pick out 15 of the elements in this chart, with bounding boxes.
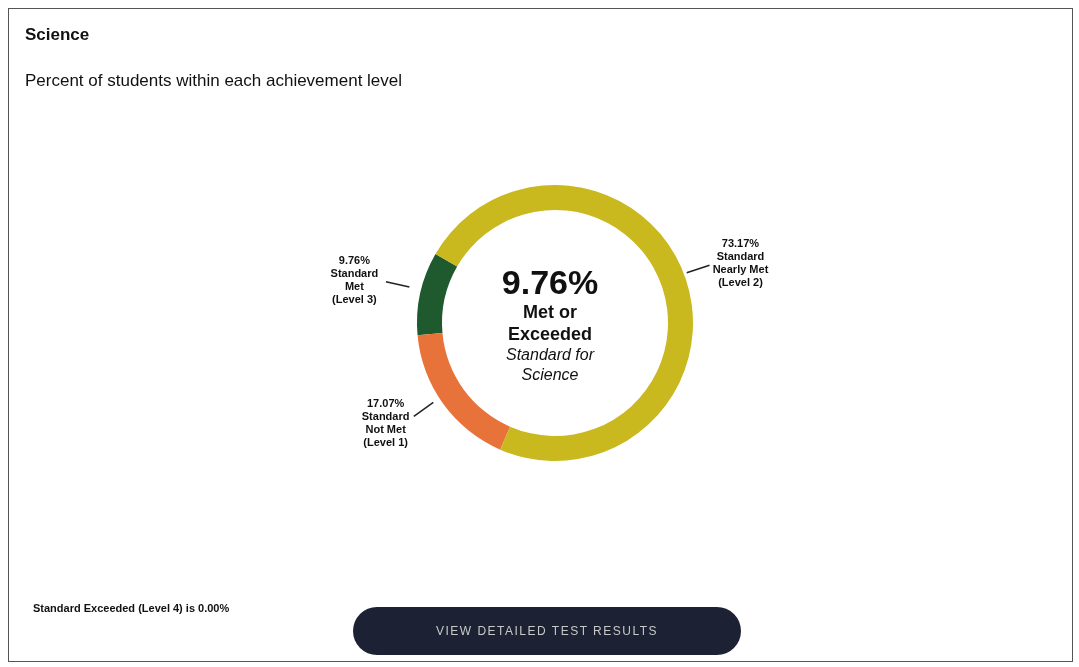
slice-label: Standard Not Met (Level 1) xyxy=(361,409,410,448)
donut-slice xyxy=(435,185,693,461)
chart-subtitle: Percent of students within each achievement level xyxy=(25,71,403,91)
text: Standard Exceeded (Level 4) is 0.00% xyxy=(33,602,230,614)
text: Met or Exceeded xyxy=(506,301,594,345)
data-label: 9.76% xyxy=(338,254,371,267)
text: Standard for Science xyxy=(504,345,596,385)
text: Science xyxy=(25,25,90,45)
slice-label: Standard Nearly Met (Level 2) xyxy=(712,249,769,288)
data-label: 17.07% xyxy=(366,396,405,409)
data-label: 73.17% xyxy=(721,236,760,249)
button[interactable]: VIEW DETAILED TEST RESULTS xyxy=(353,607,741,655)
donut-slice xyxy=(417,254,458,336)
text: 9.76% xyxy=(500,263,600,301)
slice-label: Standard Met (Level 3) xyxy=(330,267,379,306)
